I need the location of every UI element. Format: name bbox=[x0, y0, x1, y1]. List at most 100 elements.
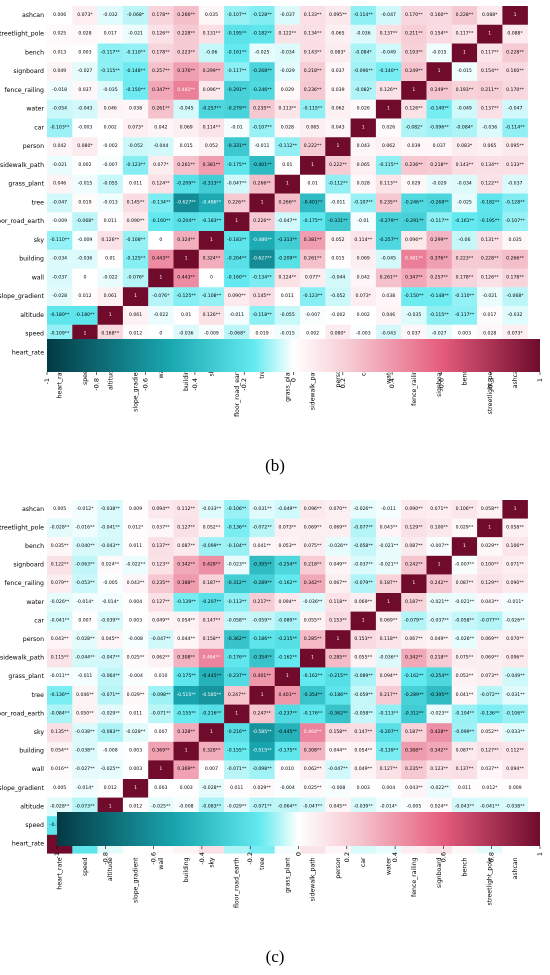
cell-value-label: 0.087** bbox=[456, 748, 474, 754]
heatmap-cell bbox=[274, 537, 301, 556]
colorbar-tick-label: 0.2 bbox=[343, 852, 351, 862]
cell-value-label: 1 bbox=[311, 655, 314, 661]
row-tick-label: speed bbox=[25, 822, 44, 829]
cell-value-label: 0.218** bbox=[430, 162, 448, 168]
cell-value-label: -0.395** bbox=[429, 692, 449, 698]
cell-value-label: 0.069** bbox=[329, 524, 347, 530]
column-tick-label: wall bbox=[158, 366, 165, 379]
heatmap-cell bbox=[426, 193, 452, 213]
colorbar-tick-label: -0.6 bbox=[142, 378, 150, 391]
cell-value-label: -0.039** bbox=[354, 803, 374, 809]
cell-value-label: 1 bbox=[412, 580, 415, 586]
cell-value-label: -0.028** bbox=[50, 524, 70, 530]
cell-value-label: -0.033** bbox=[202, 506, 222, 512]
cell-value-label: 0.069 bbox=[357, 256, 370, 262]
cell-value-label: -0.128** bbox=[252, 12, 272, 18]
heatmap-cell bbox=[451, 99, 478, 119]
cell-value-label: -0.072** bbox=[252, 524, 272, 530]
heatmap-cell bbox=[72, 231, 98, 250]
heatmap-cell bbox=[249, 324, 275, 344]
cell-value-label: 0.328** bbox=[177, 729, 195, 735]
cell-value-label: 0.100** bbox=[481, 562, 499, 568]
cell-value-label: 0.118** bbox=[329, 599, 347, 605]
cell-value-label: 0.080* bbox=[330, 331, 346, 337]
cell-value-label: 0.178** bbox=[152, 12, 170, 18]
heatmap-cell bbox=[122, 324, 149, 344]
cell-value-label: 0.054** bbox=[354, 748, 372, 754]
heatmap-cell bbox=[274, 500, 301, 519]
heatmap-cell bbox=[426, 760, 452, 780]
colorbar-tick-label: -1 bbox=[43, 378, 51, 384]
heatmap-cell bbox=[426, 287, 452, 307]
heatmap-cell bbox=[502, 156, 528, 175]
cell-value-label: -0.204** bbox=[176, 218, 196, 224]
cell-value-label: -0.186** bbox=[328, 692, 348, 698]
cell-value-label: 0.003 bbox=[78, 49, 91, 55]
cell-value-label: -0.115** bbox=[303, 106, 323, 112]
cell-value-label: -0.011 bbox=[78, 673, 93, 679]
heatmap-cell bbox=[274, 593, 301, 612]
cell-value-label: -0.515** bbox=[176, 692, 196, 698]
heatmap-cell bbox=[97, 630, 124, 649]
heatmap-cell bbox=[148, 306, 174, 325]
cell-value-label: 0.122** bbox=[278, 31, 296, 37]
heatmap-cell bbox=[426, 723, 452, 742]
heatmap-cell bbox=[224, 174, 250, 194]
cell-value-label: -0.395** bbox=[252, 562, 272, 568]
heatmap-cell bbox=[477, 137, 503, 157]
cell-value-label: 0.043** bbox=[127, 580, 145, 586]
heatmap-cell bbox=[300, 62, 326, 82]
heatmap-cell bbox=[477, 324, 503, 344]
cell-value-label: 0.347** bbox=[152, 87, 170, 93]
cell-value-label: -0.039** bbox=[101, 617, 121, 623]
colorbar-tick-label: -0.6 bbox=[150, 852, 158, 865]
heatmap-cell bbox=[122, 779, 149, 798]
cell-value-label: 0.228** bbox=[481, 256, 499, 262]
heatmap-cell bbox=[173, 287, 199, 307]
heatmap-cell bbox=[148, 6, 174, 25]
cell-value-label: -0.026** bbox=[328, 543, 348, 549]
heatmap-cell bbox=[224, 574, 250, 594]
cell-value-label: 0.134** bbox=[304, 31, 322, 37]
cell-value-label: -0.076* bbox=[127, 274, 145, 280]
cell-value-label: -0.162** bbox=[404, 673, 424, 679]
cell-value-label: 1 bbox=[185, 256, 188, 262]
heatmap-cell bbox=[375, 118, 402, 138]
cell-value-label: 0.065 bbox=[306, 124, 319, 130]
heatmap-cell bbox=[224, 306, 250, 325]
heatmap-cell bbox=[300, 43, 326, 63]
heatmap-cell bbox=[502, 193, 528, 213]
cell-value-label: -0.107** bbox=[505, 218, 525, 224]
heatmap-cell bbox=[122, 99, 149, 119]
cell-value-label: -0.103** bbox=[50, 124, 70, 130]
heatmap-cell bbox=[274, 62, 301, 82]
heatmap-cell bbox=[300, 518, 326, 538]
heatmap-cell bbox=[173, 43, 199, 63]
heatmap-cell bbox=[224, 518, 250, 538]
heatmap-cell bbox=[502, 231, 528, 250]
cell-value-label: -0.331** bbox=[328, 218, 348, 224]
cell-value-label: 1 bbox=[336, 636, 339, 642]
cell-value-label: -0.110** bbox=[126, 49, 146, 55]
cell-value-label: 0.226** bbox=[228, 199, 246, 205]
cell-value-label: -0.018 bbox=[52, 87, 67, 93]
heatmap-cell bbox=[274, 99, 301, 119]
cell-value-label: 0.247** bbox=[253, 710, 271, 716]
heatmap-cell bbox=[224, 500, 250, 519]
heatmap-cell bbox=[47, 593, 73, 612]
cell-value-label: -0.515** bbox=[252, 748, 272, 754]
row-tick-label: car bbox=[34, 617, 44, 624]
heatmap-cell bbox=[148, 324, 174, 344]
heatmap-cell bbox=[401, 81, 427, 100]
heatmap-cell bbox=[224, 723, 250, 742]
heatmap-cell bbox=[72, 268, 98, 288]
cell-value-label: -0.279** bbox=[227, 106, 247, 112]
heatmap-cell bbox=[350, 797, 377, 817]
heatmap-cell bbox=[451, 648, 478, 668]
heatmap-cell bbox=[426, 593, 452, 612]
cell-value-label: -0.002 bbox=[331, 312, 346, 318]
heatmap-cell bbox=[224, 287, 250, 307]
heatmap-cell bbox=[477, 593, 503, 612]
heatmap-cell bbox=[47, 231, 73, 250]
cell-value-label: 0.158** bbox=[329, 729, 347, 735]
